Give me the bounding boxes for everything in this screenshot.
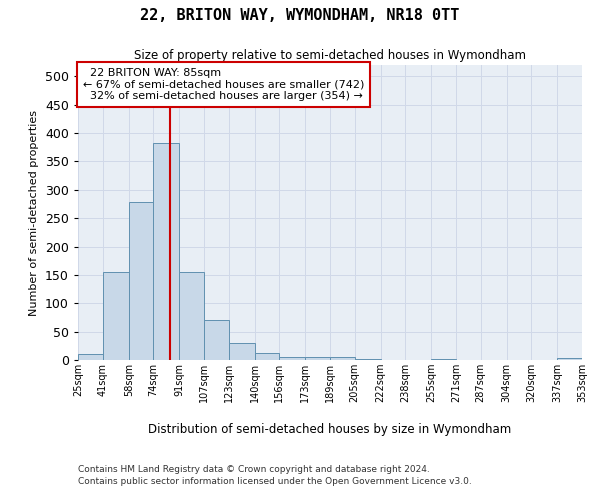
Bar <box>153 142 179 360</box>
Bar <box>204 320 229 360</box>
Bar <box>229 343 255 360</box>
Text: Contains public sector information licensed under the Open Government Licence v3: Contains public sector information licen… <box>78 478 472 486</box>
Bar <box>78 354 103 360</box>
Text: 22 BRITON WAY: 85sqm
← 67% of semi-detached houses are smaller (742)
  32% of se: 22 BRITON WAY: 85sqm ← 67% of semi-detac… <box>83 68 364 101</box>
Text: Contains HM Land Registry data © Crown copyright and database right 2024.: Contains HM Land Registry data © Crown c… <box>78 465 430 474</box>
Bar <box>305 357 330 360</box>
Title: Size of property relative to semi-detached houses in Wymondham: Size of property relative to semi-detach… <box>134 50 526 62</box>
Bar <box>129 202 153 360</box>
Bar <box>103 272 129 360</box>
Bar <box>557 358 582 360</box>
Text: 22, BRITON WAY, WYMONDHAM, NR18 0TT: 22, BRITON WAY, WYMONDHAM, NR18 0TT <box>140 8 460 22</box>
Bar <box>179 272 204 360</box>
Y-axis label: Number of semi-detached properties: Number of semi-detached properties <box>29 110 40 316</box>
Bar <box>330 356 355 360</box>
Text: Distribution of semi-detached houses by size in Wymondham: Distribution of semi-detached houses by … <box>148 422 512 436</box>
Bar <box>279 357 305 360</box>
Bar <box>255 353 279 360</box>
